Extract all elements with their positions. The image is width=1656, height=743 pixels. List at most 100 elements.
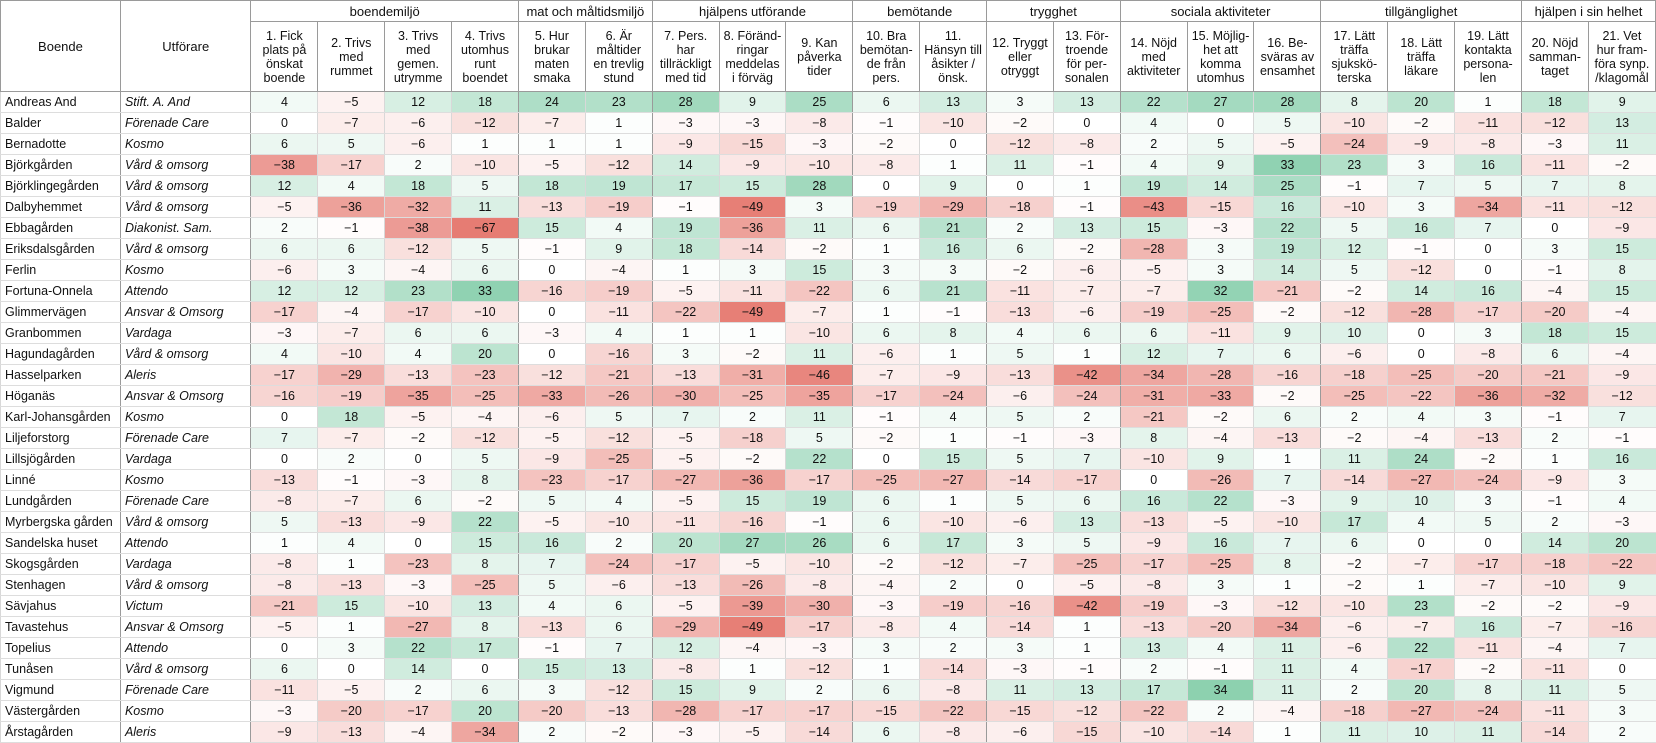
score-cell: −10 xyxy=(451,154,519,176)
utforare-name: Ansvar & Omsorg xyxy=(119,385,252,407)
question-header-line: 5. Hur xyxy=(534,28,569,43)
score-cell: −9 xyxy=(1587,595,1656,617)
score-cell: −17 xyxy=(785,616,853,638)
score-cell: 6 xyxy=(852,322,920,344)
score-cell: −2 xyxy=(1253,301,1321,323)
score-cell: −1 xyxy=(1320,175,1388,197)
score-cell: 11 xyxy=(785,406,853,428)
score-cell: 26 xyxy=(785,532,853,554)
score-cell: 11 xyxy=(1253,658,1321,680)
score-cell: −13 xyxy=(1454,427,1522,449)
score-cell: −2 xyxy=(852,133,920,155)
score-cell: 2 xyxy=(584,532,653,554)
score-cell: 7 xyxy=(651,406,720,428)
score-cell: −5 xyxy=(250,196,318,218)
score-cell: −11 xyxy=(651,511,720,533)
score-cell: −67 xyxy=(451,217,519,239)
score-cell: −18 xyxy=(1320,700,1388,722)
score-cell: −5 xyxy=(651,280,720,302)
question-header-line: 17. Lätt xyxy=(1333,28,1376,43)
score-cell: −35 xyxy=(384,385,452,407)
utforare-name: Kosmo xyxy=(119,469,252,491)
score-cell: 15 xyxy=(718,490,786,512)
score-cell: −4 xyxy=(718,637,786,659)
score-cell: 23 xyxy=(1387,595,1455,617)
score-cell: −25 xyxy=(718,385,786,407)
score-cell: 0 xyxy=(451,658,519,680)
table-row: Västergården Kosmo −3 −20 −17 20 −20 −13 −28 −17−… xyxy=(0,700,1656,722)
table-row: Lillsjögården Vardaga 0 2 0 5 −9 −25 −5 −2 22 0 15 5 7… xyxy=(0,448,1656,470)
score-cell: 16 xyxy=(1253,196,1321,218)
score-cell: 4 xyxy=(584,217,653,239)
score-cell: −21 xyxy=(1119,406,1188,428)
score-cell: −13 xyxy=(517,196,586,218)
score-cell: −5 xyxy=(1253,133,1321,155)
score-cell: 8 xyxy=(451,469,519,491)
score-cell: −29 xyxy=(651,616,720,638)
score-cell: 0 xyxy=(852,448,920,470)
score-cell: −22 xyxy=(651,301,720,323)
score-cell: 10 xyxy=(1387,721,1455,743)
score-cell: −29 xyxy=(317,364,385,386)
utforare-name: Diakonist. Sam. xyxy=(119,217,252,239)
question-header: 19. Lätt kontakta persona-len xyxy=(1454,21,1522,92)
table-row: Fortuna-Onnela Attendo 12 12 23 33 −16 −19 −5 −11… xyxy=(0,280,1656,302)
score-cell: 20 xyxy=(1387,679,1455,701)
score-cell: −13 xyxy=(1119,511,1188,533)
category-header-row: Boende Utförare boendemiljö mat och målti… xyxy=(0,0,1656,92)
table-row: Bernadotte Kosmo 6 5 −6 1 1 1 −9 −15 −3 −2 0 −12 −8 2 5−… xyxy=(0,133,1656,155)
score-cell: −15 xyxy=(1186,196,1254,218)
score-cell: −9 xyxy=(384,511,452,533)
score-cell: −8 xyxy=(785,112,853,134)
score-cell: 28 xyxy=(651,91,720,113)
score-cell: 3 xyxy=(517,679,586,701)
score-cell: −5 xyxy=(718,721,786,743)
score-cell: 13 xyxy=(451,595,519,617)
score-cell: 3 xyxy=(317,637,385,659)
score-cell: −6 xyxy=(986,721,1054,743)
score-cell: 0 xyxy=(986,574,1054,596)
score-cell: −24 xyxy=(584,553,653,575)
score-cell: −5 xyxy=(1119,259,1188,281)
score-cell: 6 xyxy=(1253,406,1321,428)
score-cell: 5 xyxy=(1320,259,1388,281)
question-header-row: 1. Fick plats på önskat boende 2. Trivs med ru… xyxy=(1,21,1656,92)
score-cell: −31 xyxy=(718,364,786,386)
score-cell: −8 xyxy=(250,490,318,512)
column-header-boende: Boende xyxy=(0,0,121,92)
score-cell: −20 xyxy=(517,700,586,722)
question-header: 9. Kan påverka tider xyxy=(785,21,854,92)
score-cell: −7 xyxy=(1119,280,1188,302)
score-cell: 33 xyxy=(451,280,519,302)
score-cell: −20 xyxy=(1454,364,1522,386)
score-cell: −14 xyxy=(986,469,1054,491)
score-cell: 1 xyxy=(1253,448,1321,470)
score-cell: −3 xyxy=(384,469,452,491)
score-cell: −2 xyxy=(852,553,920,575)
score-cell: 7 xyxy=(517,553,586,575)
score-cell: −5 xyxy=(1052,574,1121,596)
score-cell: −19 xyxy=(584,196,653,218)
score-cell: −9 xyxy=(718,154,786,176)
score-cell: −18 xyxy=(1520,553,1589,575)
score-cell: −4 xyxy=(1587,343,1656,365)
score-cell: 7 xyxy=(1186,343,1254,365)
score-cell: −6 xyxy=(1320,637,1388,659)
score-cell: 0 xyxy=(1052,112,1121,134)
score-cell: 4 xyxy=(250,343,318,365)
score-cell: 0 xyxy=(1520,217,1589,239)
score-cell: 0 xyxy=(986,175,1054,197)
score-cell: 6 xyxy=(384,490,452,512)
score-cell: −29 xyxy=(919,196,987,218)
score-cell: 3 xyxy=(1186,574,1254,596)
score-cell: 1 xyxy=(317,553,385,575)
score-cell: −20 xyxy=(1186,616,1254,638)
question-header: 14. Nöjd med aktiviteter xyxy=(1119,21,1188,92)
score-cell: −14 xyxy=(718,238,786,260)
table-row: Björklingegården Vård & omsorg 12 4 18 5 18 19 1… xyxy=(0,175,1656,197)
score-cell: −1 xyxy=(517,238,586,260)
score-cell: −9 xyxy=(1587,364,1656,386)
score-cell: 3 xyxy=(1186,259,1254,281)
score-cell: 3 xyxy=(852,259,920,281)
